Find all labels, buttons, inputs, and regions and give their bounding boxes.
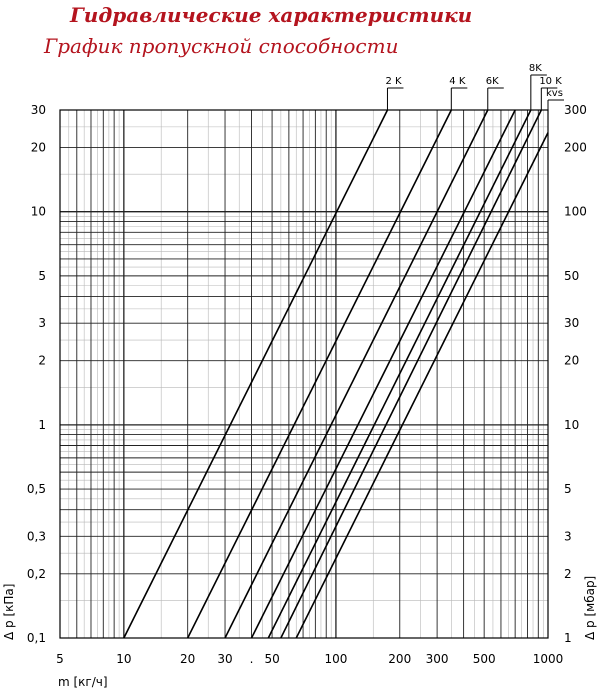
page-title: Гидравлические характеристики: [70, 3, 473, 27]
series-label: 8K: [529, 63, 542, 74]
series-label: 10 K: [539, 76, 562, 87]
y-tick-label-right: 50: [564, 269, 579, 283]
y-tick-label-left: 0,1: [27, 631, 46, 645]
chart-series-lines: [123, 109, 549, 639]
y-tick-label-left: 30: [31, 103, 46, 117]
x-tick-label: .: [250, 652, 254, 666]
series-line: [250, 109, 516, 639]
y-tick-label-left: 5: [38, 269, 46, 283]
series-line: [267, 109, 532, 639]
x-tick-label: 10: [116, 652, 131, 666]
y-tick-label-right: 2: [564, 567, 572, 581]
y-tick-label-left: 2: [38, 354, 46, 368]
series-line: [295, 132, 549, 639]
y-axis-label-right: Δ p [мбар]: [583, 576, 597, 640]
y-tick-label-right: 100: [564, 205, 587, 219]
y-tick-label-left: 20: [31, 141, 46, 155]
series-label: kvs: [546, 88, 563, 99]
y-tick-label-right: 300: [564, 103, 587, 117]
y-axis-label-left: Δ p [кПа]: [2, 584, 16, 640]
x-tick-label: 100: [324, 652, 347, 666]
x-tick-label: 200: [388, 652, 411, 666]
y-tick-label-right: 5: [564, 482, 572, 496]
x-tick-label: 30: [217, 652, 232, 666]
x-tick-label: 500: [473, 652, 496, 666]
series-line: [224, 109, 489, 639]
series-line: [186, 109, 453, 639]
x-tick-label: 50: [264, 652, 279, 666]
y-tick-label-left: 1: [38, 418, 46, 432]
x-tick-label: 1000: [533, 652, 564, 666]
y-tick-label-right: 10: [564, 418, 579, 432]
y-tick-label-right: 1: [564, 631, 572, 645]
chart-minor-grid: [60, 110, 548, 638]
x-tick-labels: 5 10 20 30. 50 100 200 300 500 1000: [56, 652, 563, 666]
series-line: [123, 109, 389, 639]
plot-frame: [59, 109, 549, 639]
series-label: 2 K: [385, 76, 402, 87]
y-tick-label-left: 0,2: [27, 567, 46, 581]
y-tick-label-left: 10: [31, 205, 46, 219]
x-axis-label: m [кг/ч]: [58, 675, 108, 689]
y-tick-label-right: 3: [564, 529, 572, 543]
y-tick-labels-right: 1 2 3 5 10 20 30 50 100 200 300: [564, 103, 587, 645]
y-tick-label-left: 0,5: [27, 482, 46, 496]
series-line: [280, 109, 543, 639]
y-tick-label-right: 200: [564, 141, 587, 155]
x-tick-label: 5: [56, 652, 64, 666]
chart-major-grid: [59, 109, 549, 639]
y-tick-label-right: 20: [564, 354, 579, 368]
series-label: 4 K: [449, 76, 466, 87]
x-tick-label: 300: [426, 652, 449, 666]
y-tick-label-right: 30: [564, 316, 579, 330]
y-tick-labels-left: 0,1 0,2 0,3 0,5 1 2 3 5 10 20 30: [27, 103, 46, 645]
y-tick-label-left: 3: [38, 316, 46, 330]
page-subtitle: График пропускной способности: [44, 34, 399, 58]
x-tick-label: 20: [180, 652, 195, 666]
y-tick-label-left: 0,3: [27, 529, 46, 543]
series-label: 6K: [486, 76, 499, 87]
